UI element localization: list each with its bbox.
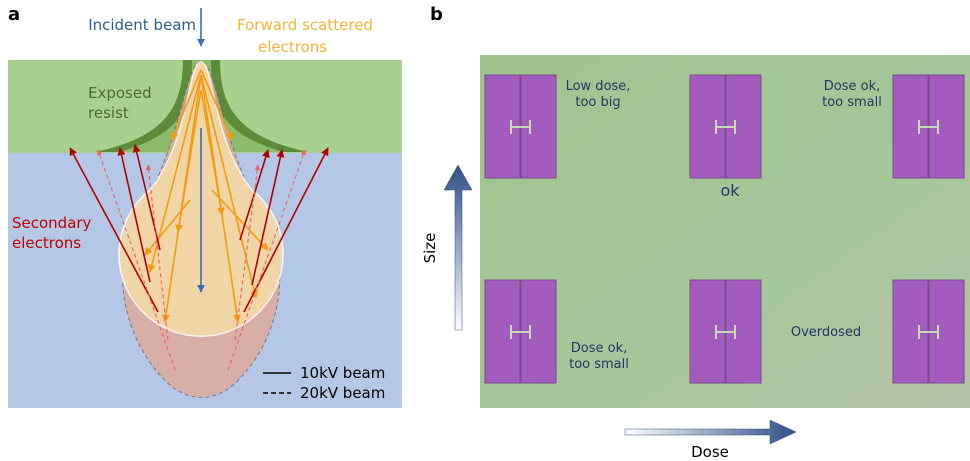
forward-label: electrons xyxy=(258,38,327,56)
forward-label: Forward scattered xyxy=(237,16,373,34)
pad-label: too small xyxy=(569,357,629,372)
pad-label: too big xyxy=(575,95,620,110)
panel-a: a Incident beam Forward scattered electr… xyxy=(8,4,402,408)
resist-label: resist xyxy=(88,104,129,122)
pad-label: Dose ok, xyxy=(571,341,627,356)
pad-label: ok xyxy=(720,181,740,200)
incident-label: Incident beam xyxy=(88,16,196,34)
pad-label: Overdosed xyxy=(791,325,861,340)
dose-arrow xyxy=(625,420,796,444)
pad-label: Dose ok, xyxy=(824,79,880,94)
secondary-label: electrons xyxy=(12,234,81,252)
legend-label: 10kV beam xyxy=(300,364,385,382)
pad-label: Low dose, xyxy=(566,79,631,94)
secondary-label: Secondary xyxy=(12,214,92,232)
resist-label: Exposed xyxy=(88,84,152,102)
legend-label: 20kV beam xyxy=(300,384,385,402)
size-arrow xyxy=(444,165,472,330)
panel-label: a xyxy=(8,4,20,25)
panel-label: b xyxy=(430,4,443,25)
axis-label: Dose xyxy=(691,443,729,461)
figure: a Incident beam Forward scattered electr… xyxy=(0,0,970,461)
axis-label: Size xyxy=(421,233,439,264)
pad-label: too small xyxy=(822,95,882,110)
panel-b: b Low dose, too big ok Dose ok, too smal… xyxy=(421,4,970,461)
